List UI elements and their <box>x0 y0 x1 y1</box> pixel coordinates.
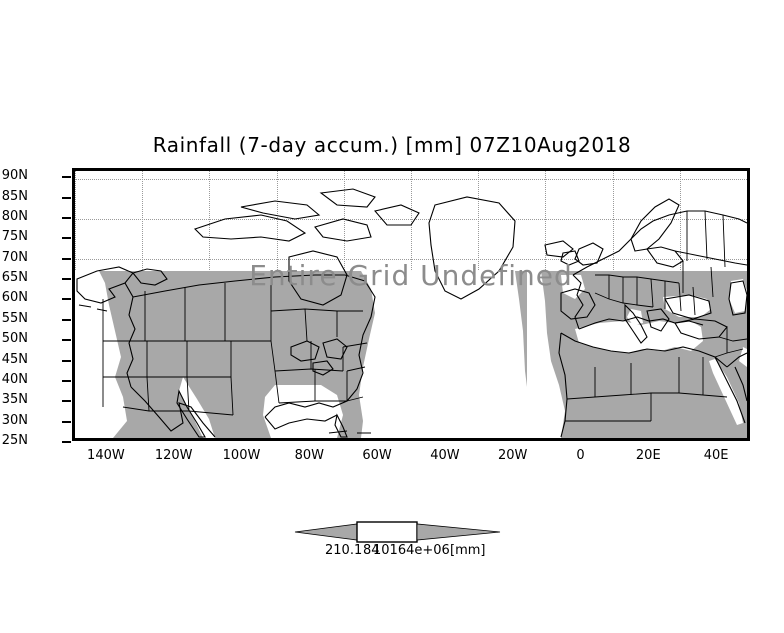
x-axis-label: 20E <box>635 448 661 463</box>
colorbar-graphic <box>294 521 501 543</box>
colorbar-label-mid-a: 84 <box>363 543 380 558</box>
y-axis-tick <box>62 441 71 443</box>
land-shading <box>75 271 747 438</box>
x-axis-label: 20W <box>497 448 528 463</box>
y-axis-label: 40N <box>1 371 28 387</box>
colorbar-unit-label: [mm] <box>450 543 486 558</box>
page-title: Rainfall (7-day accum.) [mm] 07Z10Aug201… <box>152 133 632 157</box>
y-axis-tick <box>62 359 71 362</box>
colorbar-labels: 210.1 84 10164e+06 [mm] <box>250 543 550 561</box>
grads-figure: Rainfall (7-day accum.) [mm] 07Z10Aug201… <box>1 133 750 561</box>
y-axis-label: 45N <box>1 351 28 367</box>
y-axis-tick <box>62 176 71 179</box>
y-axis-label: 55N <box>1 310 28 326</box>
map-plot-area[interactable]: Entire Grid Undefined <box>72 168 750 441</box>
y-axis-label: 85N <box>1 188 28 204</box>
x-axis-label: 80W <box>294 448 324 463</box>
y-axis-label: 80N <box>1 208 28 224</box>
x-axis-label: 40E <box>703 448 729 463</box>
y-axis-tick <box>62 257 71 260</box>
gridline-horizontal <box>75 178 747 180</box>
colorbar-label-mid-b: 10164e+06 <box>373 543 450 558</box>
y-axis-tick <box>62 278 71 280</box>
y-axis-label: 30N <box>1 412 28 428</box>
x-axis-label: 140W <box>87 448 125 463</box>
x-axis-label: 40W <box>430 448 460 463</box>
y-axis-label: 90N <box>1 168 28 184</box>
colorbar-label-left: 210.1 <box>325 543 363 558</box>
y-axis-tick <box>62 339 71 342</box>
y-axis-label: 75N <box>1 229 28 245</box>
gridline-horizontal <box>75 218 747 220</box>
coastlines <box>76 188 747 438</box>
y-axis-tick <box>62 420 71 423</box>
y-axis-label: 25N <box>1 433 28 448</box>
world-map <box>75 188 747 438</box>
y-axis-label: 50N <box>1 331 28 347</box>
y-axis-tick <box>62 400 71 403</box>
gridline-vertical <box>747 171 748 438</box>
x-axis-label: 120W <box>154 448 193 463</box>
colorbar[interactable] <box>290 518 505 546</box>
y-axis-tick <box>62 318 71 321</box>
x-axis-label: 100W <box>222 448 261 463</box>
y-axis-tick <box>62 237 71 240</box>
y-axis-label: 35N <box>1 392 28 408</box>
y-axis-label: 70N <box>1 249 28 265</box>
y-axis-tick <box>62 216 71 219</box>
gridline-horizontal <box>75 258 747 260</box>
y-axis-label: 65N <box>1 270 28 285</box>
x-axis-label: 0 <box>576 448 585 463</box>
y-axis-tick <box>62 379 71 382</box>
y-axis-tick <box>62 196 71 199</box>
y-axis-tick <box>62 298 71 301</box>
y-axis-label: 60N <box>1 290 28 306</box>
x-axis-label: 60W <box>362 448 392 463</box>
